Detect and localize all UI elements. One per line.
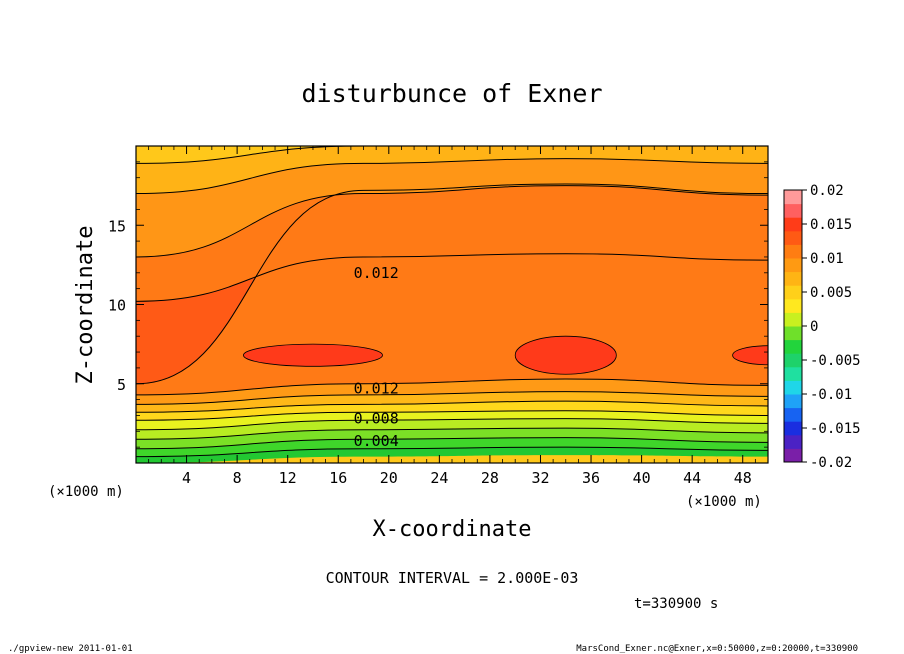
colorbar-swatch	[784, 298, 802, 313]
colorbar-tick-label: -0.015	[810, 421, 861, 437]
colorbar-swatch	[784, 434, 802, 449]
x-tick-label: 40	[633, 469, 651, 487]
x-tick-label: 44	[683, 469, 701, 487]
contour-band	[136, 447, 768, 463]
contour-line	[136, 427, 768, 440]
y-tick-label: 5	[117, 376, 126, 394]
contour-band	[136, 378, 768, 405]
footer-left: ./gpview-new 2011-01-01	[8, 644, 133, 654]
contour-line	[136, 418, 768, 431]
contour-band	[136, 410, 768, 430]
contour-line	[136, 378, 768, 396]
colorbar-tick-label: -0.01	[810, 387, 852, 403]
colorbar-swatch	[784, 190, 802, 205]
colorbar-swatch	[784, 217, 802, 232]
colorbar-tick-label: -0.02	[810, 455, 852, 471]
contour-line	[136, 400, 768, 413]
y-tick-label: 15	[108, 217, 126, 235]
contour-lines: 0.012 0.012 0.008 0.004	[136, 146, 768, 458]
colorbar: 0.02 0.015 0.01 0.005 0 -0.005 -0.01 -0.015 -0.0…	[783, 183, 861, 471]
x-axis-label: X-coordinate	[373, 517, 532, 542]
contour-band	[136, 437, 768, 457]
colorbar-tick-label: 0.02	[810, 183, 844, 199]
y-tick-label: 10	[108, 297, 126, 315]
contour-band	[136, 158, 768, 257]
contour-label: 0.008	[354, 410, 399, 428]
colorbar-swatch	[784, 244, 802, 259]
x-tick-label: 12	[279, 469, 297, 487]
x-unit-left: (×1000 m)	[48, 484, 124, 500]
contour-blob	[243, 343, 383, 367]
colorbar-swatch	[784, 258, 802, 273]
colorbar-swatch	[784, 339, 802, 354]
contour-band	[136, 185, 768, 302]
contour-line	[136, 391, 768, 405]
colorbar-tick-label: 0.015	[810, 217, 852, 233]
contour-label: 0.012	[354, 380, 399, 398]
colorbar-swatch	[784, 394, 802, 409]
colorbar-swatch	[784, 271, 802, 286]
contour-blob	[732, 345, 768, 366]
contour-line	[136, 146, 768, 164]
contour-label: 0.012	[354, 264, 399, 282]
contour-interval-text: CONTOUR INTERVAL = 2.000E-03	[326, 569, 579, 587]
contour-line	[136, 437, 768, 450]
y-axis-label: Z-coordinate	[73, 226, 98, 385]
x-axis: 4 8 12 16 20 24 28 32 36 40 44 48	[148, 146, 756, 487]
colorbar-swatch	[784, 230, 802, 245]
contour-line	[136, 185, 768, 258]
contour-plot-area: 0.012 0.012 0.008 0.004	[135, 145, 769, 464]
contour-line	[136, 183, 768, 385]
colorbar-swatch	[784, 407, 802, 422]
colorbar-swatch	[784, 421, 802, 436]
x-tick-label: 24	[430, 469, 448, 487]
colorbar-swatch	[784, 380, 802, 395]
footer-right: MarsCond_Exner.nc@Exner,x=0:50000,z=0:20…	[576, 644, 858, 654]
contour-band	[136, 146, 768, 194]
x-tick-label: 28	[481, 469, 499, 487]
colorbar-swatch	[784, 326, 802, 341]
x-tick-label: 4	[182, 469, 191, 487]
colorbar-swatch	[784, 312, 802, 327]
x-tick-label: 8	[233, 469, 242, 487]
colorbar-tick-label: 0.01	[810, 251, 844, 267]
x-tick-label: 20	[380, 469, 398, 487]
y-axis: 5 10 15	[108, 161, 768, 448]
colorbar-tick-label: -0.005	[810, 353, 861, 369]
contour-label: 0.004	[354, 432, 399, 450]
colorbar-tick-label: 0.005	[810, 285, 852, 301]
contour-blob	[514, 335, 617, 375]
contour-line	[136, 253, 768, 302]
x-unit-right: (×1000 m)	[686, 494, 762, 510]
colorbar-swatch	[784, 353, 802, 368]
time-text: t=330900 s	[634, 596, 718, 612]
contour-line	[136, 410, 768, 421]
colorbar-swatch	[784, 366, 802, 381]
colorbar-swatch	[784, 285, 802, 300]
contour-line	[136, 158, 768, 195]
x-tick-label: 48	[734, 469, 752, 487]
contour-line	[136, 446, 768, 458]
colorbar-tick-label: 0	[810, 319, 818, 335]
chart-title: disturbunce of Exner	[301, 79, 602, 108]
x-tick-label: 32	[531, 469, 549, 487]
colorbar-swatch	[784, 203, 802, 218]
x-tick-label: 16	[329, 469, 347, 487]
x-tick-label: 36	[582, 469, 600, 487]
colorbar-swatch	[784, 448, 802, 463]
